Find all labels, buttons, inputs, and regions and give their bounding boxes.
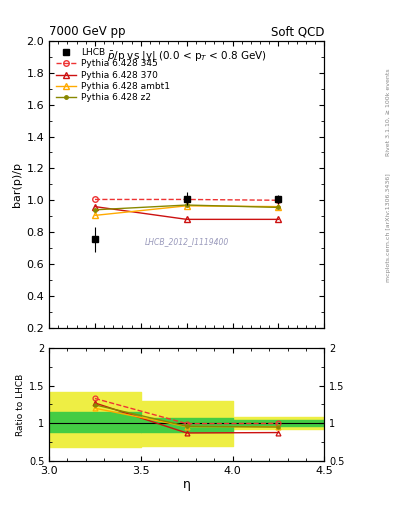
X-axis label: η: η (183, 478, 191, 492)
Y-axis label: bar(p)/p: bar(p)/p (12, 162, 22, 207)
Text: mcplots.cern.ch [arXiv:1306.3436]: mcplots.cern.ch [arXiv:1306.3436] (386, 173, 391, 282)
Text: Soft QCD: Soft QCD (271, 26, 324, 38)
Text: $\bar{p}$/p vs |y| (0.0 < p$_T$ < 0.8 GeV): $\bar{p}$/p vs |y| (0.0 < p$_T$ < 0.8 Ge… (107, 50, 267, 63)
Text: Rivet 3.1.10, ≥ 100k events: Rivet 3.1.10, ≥ 100k events (386, 69, 391, 157)
Legend: LHCB, Pythia 6.428 345, Pythia 6.428 370, Pythia 6.428 ambt1, Pythia 6.428 z2: LHCB, Pythia 6.428 345, Pythia 6.428 370… (53, 46, 173, 105)
Text: LHCB_2012_I1119400: LHCB_2012_I1119400 (145, 237, 229, 246)
Y-axis label: Ratio to LHCB: Ratio to LHCB (16, 373, 25, 436)
Text: 7000 GeV pp: 7000 GeV pp (49, 26, 126, 38)
